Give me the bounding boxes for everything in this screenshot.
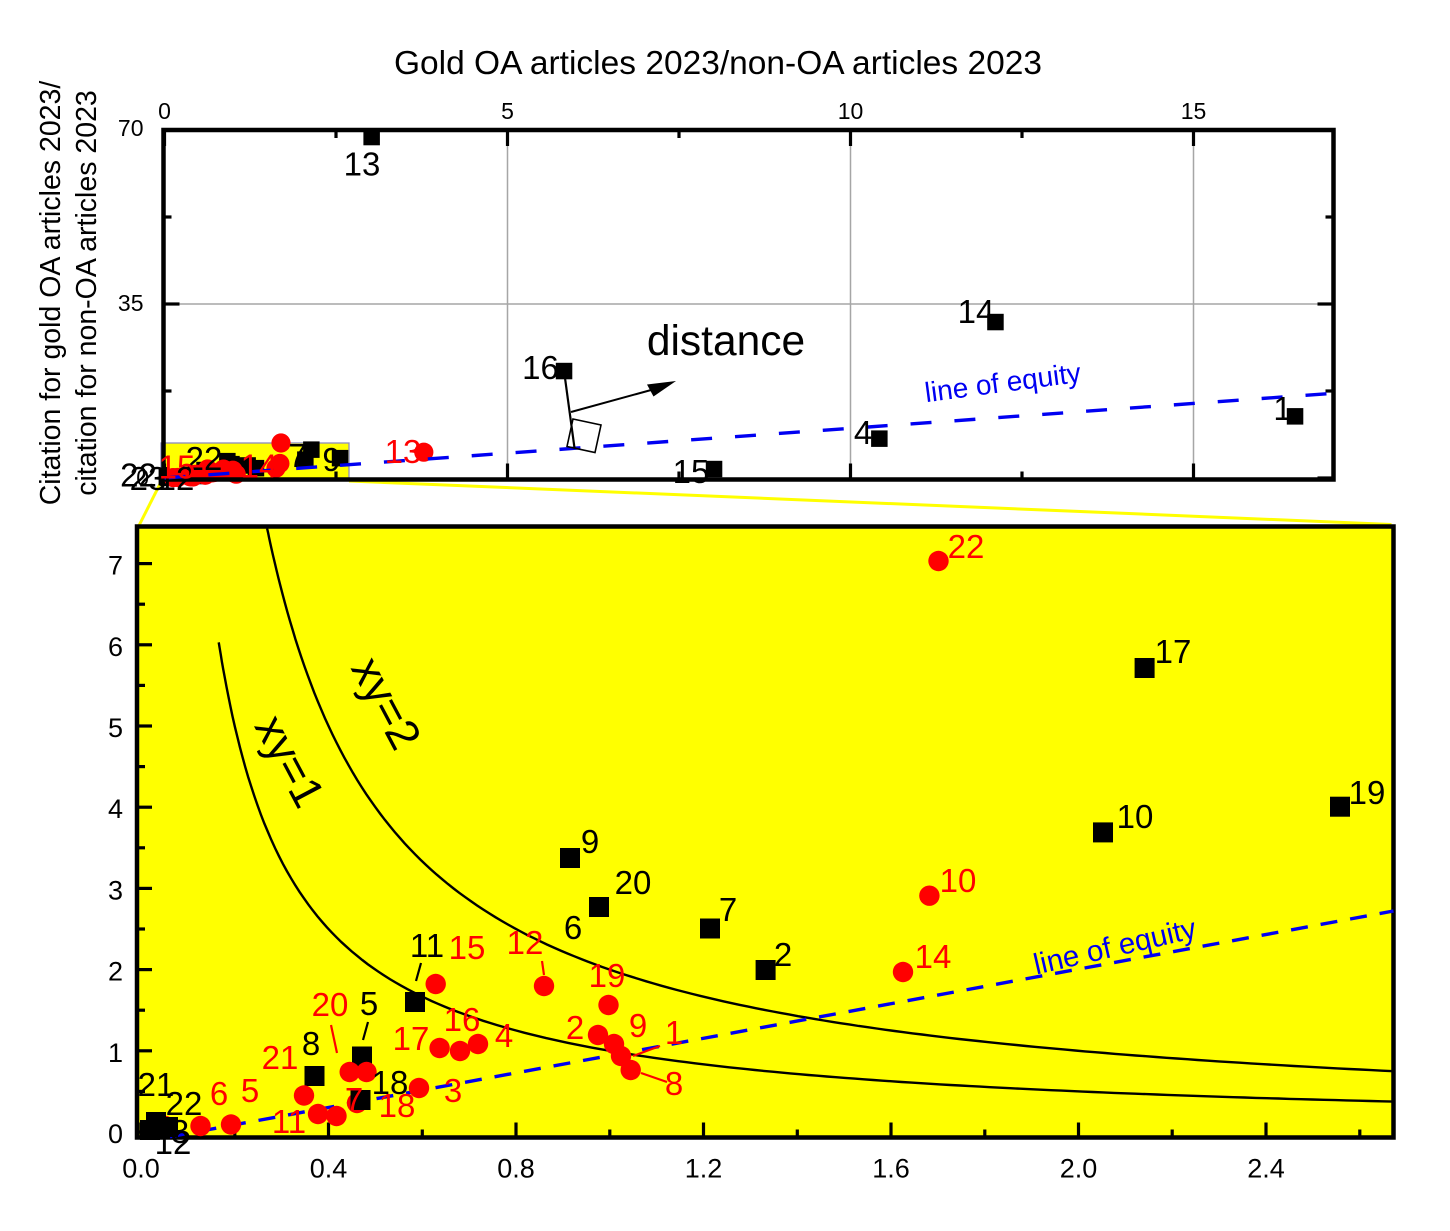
svg-text:Citation for gold OA articles: Citation for gold OA articles 2023/ <box>35 81 67 506</box>
svg-text:8: 8 <box>302 1025 320 1062</box>
svg-text:11: 11 <box>410 927 444 964</box>
svg-text:0.4: 0.4 <box>310 1154 348 1184</box>
svg-text:5: 5 <box>108 713 123 743</box>
svg-text:23: 23 <box>130 460 167 497</box>
svg-text:22: 22 <box>120 457 157 494</box>
svg-text:70: 70 <box>118 115 144 141</box>
svg-text:14: 14 <box>958 293 995 330</box>
svg-text:16: 16 <box>444 1001 481 1038</box>
svg-text:35: 35 <box>118 290 144 316</box>
svg-text:8: 8 <box>665 1065 683 1102</box>
svg-text:17: 17 <box>393 1020 430 1057</box>
svg-text:14: 14 <box>241 448 278 485</box>
svg-text:1: 1 <box>108 1038 123 1068</box>
svg-text:0: 0 <box>158 98 171 124</box>
svg-text:0: 0 <box>136 465 149 491</box>
svg-text:21: 21 <box>138 1066 175 1103</box>
svg-text:5: 5 <box>241 1072 259 1109</box>
svg-text:7: 7 <box>345 1081 363 1118</box>
svg-text:15: 15 <box>159 449 196 486</box>
svg-text:2.4: 2.4 <box>1247 1154 1285 1184</box>
svg-text:6: 6 <box>564 909 582 946</box>
svg-text:4: 4 <box>854 414 872 451</box>
svg-text:15: 15 <box>449 929 486 966</box>
svg-text:14: 14 <box>915 938 952 975</box>
svg-text:10: 10 <box>1117 798 1154 835</box>
svg-text:6: 6 <box>108 632 123 662</box>
svg-text:18: 18 <box>372 1064 409 1101</box>
svg-text:9: 9 <box>581 823 599 860</box>
svg-text:9: 9 <box>629 1007 647 1044</box>
svg-text:0.8: 0.8 <box>497 1154 535 1184</box>
svg-text:3: 3 <box>444 1072 462 1109</box>
svg-text:distance: distance <box>647 318 805 365</box>
svg-text:13: 13 <box>385 433 422 470</box>
svg-text:12: 12 <box>158 460 195 497</box>
svg-text:7: 7 <box>719 891 737 928</box>
svg-text:2.0: 2.0 <box>1060 1154 1098 1184</box>
svg-text:7: 7 <box>288 437 306 474</box>
svg-text:1.2: 1.2 <box>685 1154 723 1184</box>
svg-text:1: 1 <box>665 1014 683 1051</box>
svg-text:12: 12 <box>155 1124 192 1161</box>
svg-text:17: 17 <box>1155 633 1192 670</box>
svg-text:20: 20 <box>312 986 349 1023</box>
svg-text:22: 22 <box>186 440 223 477</box>
svg-text:5: 5 <box>501 98 514 124</box>
svg-text:5: 5 <box>360 985 378 1022</box>
svg-text:3: 3 <box>108 875 123 905</box>
svg-text:11: 11 <box>272 1103 306 1140</box>
svg-text:1.6: 1.6 <box>872 1154 910 1184</box>
svg-text:21: 21 <box>262 1039 299 1076</box>
svg-text:Gold OA articles 2023/non-OA a: Gold OA articles 2023/non-OA articles 20… <box>394 45 1042 82</box>
svg-text:15: 15 <box>673 453 710 490</box>
svg-text:0: 0 <box>108 1119 123 1149</box>
svg-text:19: 19 <box>1349 774 1386 811</box>
svg-text:10: 10 <box>838 98 864 124</box>
svg-text:10: 10 <box>940 862 977 899</box>
svg-text:2: 2 <box>774 936 792 973</box>
svg-text:4: 4 <box>495 1017 513 1054</box>
svg-text:0.0: 0.0 <box>122 1154 160 1184</box>
svg-text:15: 15 <box>1181 98 1207 124</box>
svg-text:2: 2 <box>566 1009 584 1046</box>
svg-text:13: 13 <box>344 146 381 183</box>
svg-text:22: 22 <box>166 1085 203 1122</box>
svg-text:22: 22 <box>948 528 985 565</box>
svg-text:9: 9 <box>322 441 340 478</box>
svg-text:18: 18 <box>379 1087 416 1124</box>
svg-text:4: 4 <box>108 794 123 824</box>
svg-text:citation for non-OA articles 2: citation for non-OA articles 2023 <box>71 90 103 496</box>
svg-text:6: 6 <box>210 1075 228 1112</box>
svg-text:1: 1 <box>1273 390 1291 427</box>
svg-text:2: 2 <box>108 957 123 987</box>
svg-text:12: 12 <box>507 924 544 961</box>
svg-text:19: 19 <box>589 957 626 994</box>
svg-text:7: 7 <box>108 551 123 581</box>
svg-text:16: 16 <box>522 349 559 386</box>
svg-text:20: 20 <box>615 864 652 901</box>
